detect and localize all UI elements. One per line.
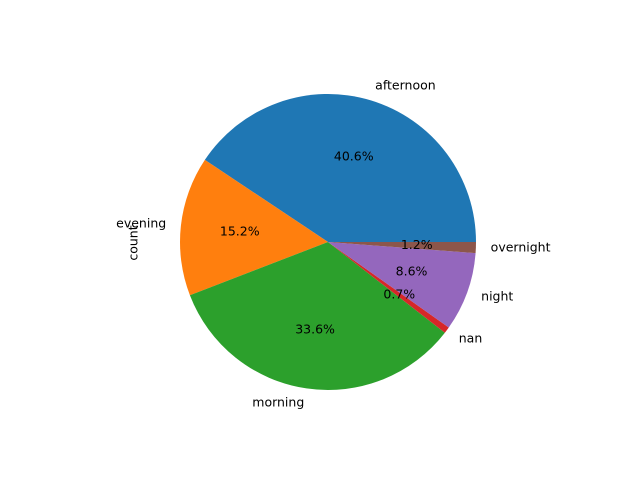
pie-labels: afternoon 40.6% evening 15.2% morning 33.6% na… bbox=[116, 78, 550, 410]
slice-label-morning: morning bbox=[252, 395, 304, 410]
pie-slice-overnight bbox=[328, 242, 476, 254]
slice-percent-evening: 15.2% bbox=[220, 224, 260, 239]
pie-slice-afternoon bbox=[204, 93, 477, 242]
slice-percent-afternoon: 40.6% bbox=[334, 149, 374, 164]
slice-percent-morning: 33.6% bbox=[295, 321, 335, 336]
slice-label-night: night bbox=[481, 289, 513, 304]
pie-slice-night bbox=[328, 242, 476, 328]
slice-label-evening: evening bbox=[116, 216, 166, 231]
slice-percent-night: 8.6% bbox=[396, 264, 428, 279]
y-axis-label: count bbox=[126, 225, 141, 260]
slice-label-afternoon: afternoon bbox=[375, 78, 436, 93]
slice-percent-overnight: 1.2% bbox=[401, 237, 433, 252]
slice-label-nan: nan bbox=[459, 331, 483, 346]
slice-percent-nan: 0.7% bbox=[383, 286, 415, 301]
pie-slices bbox=[180, 93, 477, 390]
pie-slice-evening bbox=[180, 159, 328, 296]
slice-label-overnight: overnight bbox=[491, 240, 551, 255]
pie-slice-morning bbox=[189, 242, 445, 390]
pie-slice-nan bbox=[328, 242, 449, 333]
